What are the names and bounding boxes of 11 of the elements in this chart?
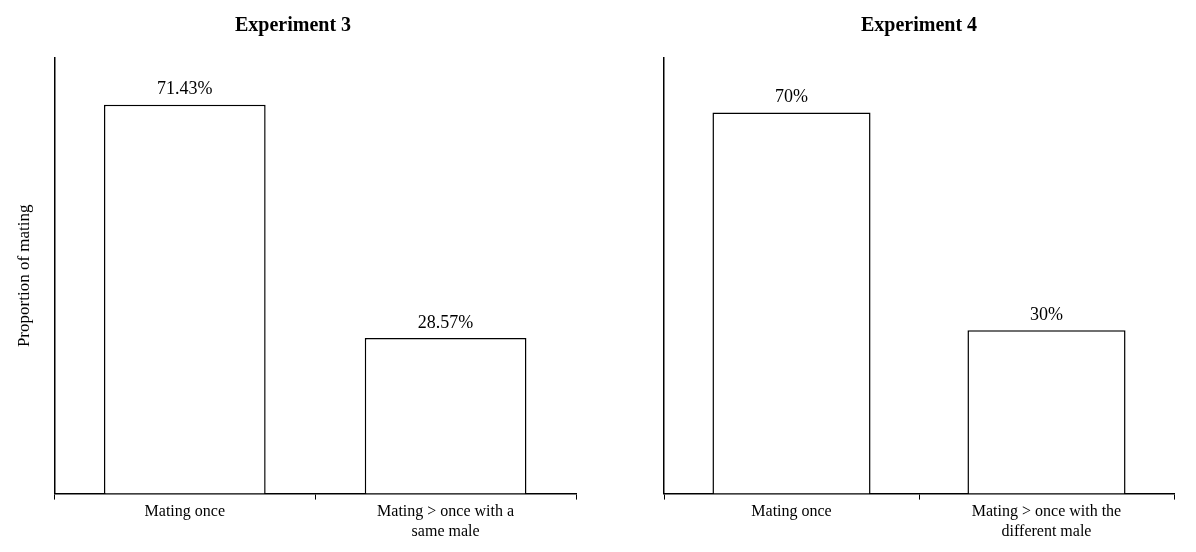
x-tick-label: Mating > once with a same male	[377, 502, 515, 539]
chart-title: Experiment 3	[234, 13, 352, 37]
x-tick-label: Mating once	[751, 502, 832, 521]
data-label: 28.57%	[417, 311, 474, 332]
x-tick-label: Mating > once with the different male	[971, 502, 1122, 539]
data-label: 71.43%	[157, 78, 213, 99]
y-axis-title: Proportion of mating	[13, 204, 33, 348]
data-label: 70%	[775, 86, 808, 107]
chart-title: Experiment 4	[860, 13, 978, 37]
x-tick-label: Mating once	[144, 502, 226, 521]
data-label: 30%	[1030, 303, 1063, 324]
